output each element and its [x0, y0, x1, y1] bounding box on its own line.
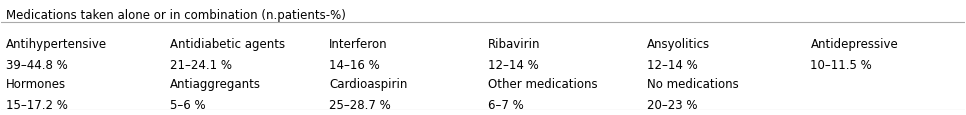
Text: 6–7 %: 6–7 % [488, 98, 524, 111]
Text: Interferon: Interferon [328, 37, 387, 50]
Text: 14–16 %: 14–16 % [328, 58, 380, 71]
Text: No medications: No medications [647, 78, 738, 91]
Text: Ribavirin: Ribavirin [488, 37, 540, 50]
Text: 39–44.8 %: 39–44.8 % [6, 58, 68, 71]
Text: 21–24.1 %: 21–24.1 % [170, 58, 232, 71]
Text: Antiaggregants: Antiaggregants [170, 78, 261, 91]
Text: Antidepressive: Antidepressive [810, 37, 898, 50]
Text: 15–17.2 %: 15–17.2 % [6, 98, 68, 111]
Text: Hormones: Hormones [6, 78, 67, 91]
Text: Other medications: Other medications [488, 78, 597, 91]
Text: 10–11.5 %: 10–11.5 % [810, 58, 872, 71]
Text: 25–28.7 %: 25–28.7 % [328, 98, 390, 111]
Text: 5–6 %: 5–6 % [170, 98, 206, 111]
Text: Antidiabetic agents: Antidiabetic agents [170, 37, 285, 50]
Text: Ansyolitics: Ansyolitics [647, 37, 710, 50]
Text: Cardioaspirin: Cardioaspirin [328, 78, 408, 91]
Text: 12–14 %: 12–14 % [647, 58, 697, 71]
Text: 20–23 %: 20–23 % [647, 98, 697, 111]
Text: Medications taken alone or in combination (n.patients-%): Medications taken alone or in combinatio… [6, 9, 346, 22]
Text: Antihypertensive: Antihypertensive [6, 37, 107, 50]
Text: 12–14 %: 12–14 % [488, 58, 539, 71]
